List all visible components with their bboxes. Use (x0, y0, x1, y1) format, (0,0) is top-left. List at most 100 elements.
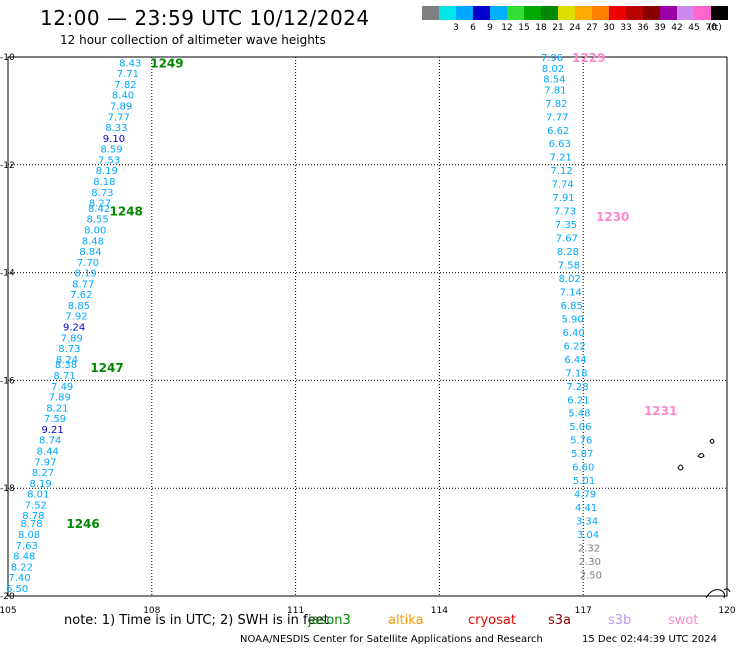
swh-data-label: 3.04 (577, 530, 599, 541)
legend-swatch (541, 6, 558, 20)
swh-data-label: 8.54 (543, 75, 565, 86)
chart-subtitle: 12 hour collection of altimeter wave hei… (60, 33, 326, 47)
island-shape (697, 453, 705, 458)
footer-note: note: 1) Time is in UTC; 2) SWH is in fe… (64, 613, 329, 628)
swh-data-label: 6.63 (549, 139, 571, 150)
swh-data-label: 5.76 (570, 436, 592, 447)
pass-number-label: 1230 (596, 210, 629, 224)
legend-label: 33 (620, 23, 632, 33)
swh-data-label: 8.21 (46, 403, 68, 414)
satellite-cryosat: cryosat (468, 613, 516, 628)
y-tick-label: -14 (0, 269, 15, 279)
pass-number-label: 1229 (572, 51, 605, 65)
swh-data-label: 2.30 (579, 557, 601, 568)
y-tick-label: -18 (0, 484, 15, 494)
swh-data-label: 7.49 (51, 382, 73, 393)
swh-data-label: 5.01 (573, 476, 595, 487)
y-tick-label: -16 (0, 376, 15, 386)
legend-swatch (677, 6, 694, 20)
swh-data-label: 8.00 (84, 225, 106, 236)
swh-data-label: 8.08 (18, 530, 40, 541)
swh-data-label: 8.48 (13, 552, 35, 563)
swh-data-label: 6.40 (562, 328, 584, 339)
swh-data-label: 5.06 (569, 422, 591, 433)
x-tick-label: 105 (0, 606, 17, 616)
swh-data-label: 7.89 (110, 102, 132, 113)
swh-data-label: 7.74 (551, 180, 573, 191)
swh-data-label: 9.21 (41, 425, 63, 436)
swh-data-label: 8.28 (557, 247, 579, 258)
legend-swatch (694, 6, 711, 20)
legend-label: 24 (569, 23, 581, 33)
legend-label: 39 (654, 23, 666, 33)
swh-data-label: 8.40 (112, 91, 134, 102)
swh-data-label: 7.70 (77, 258, 99, 269)
swh-data-label: 8.43 (119, 58, 141, 69)
plot-frame (7, 56, 728, 597)
y-tick-label: -12 (0, 161, 15, 171)
swh-data-label: 7.21 (550, 153, 572, 164)
swh-data-label: 7.73 (554, 207, 576, 218)
swh-data-label: 8.19 (96, 166, 118, 177)
swh-data-label: 8.85 (68, 301, 90, 312)
satellite-s3a: s3a (548, 613, 572, 628)
swh-data-label: 6.60 (572, 463, 594, 474)
legend-swatch (575, 6, 592, 20)
coastline (723, 588, 731, 593)
chart-title: 12:00 — 23:59 UTC 10/12/2024 (40, 6, 370, 30)
legend-label: 9 (487, 23, 493, 33)
pass-number-label: 1248 (109, 205, 142, 219)
swh-data-label: 8.73 (91, 188, 113, 199)
legend-label: 21 (552, 23, 564, 33)
legend-label: 30 (603, 23, 615, 33)
x-tick-label: 117 (575, 606, 592, 616)
swh-data-label: 7.58 (558, 261, 580, 272)
legend-swatch (456, 6, 473, 20)
swh-data-label: 7.77 (546, 112, 568, 123)
swh-data-label: 6.22 (563, 341, 585, 352)
swh-data-label: 4.41 (575, 503, 597, 514)
swh-data-label: 7.77 (108, 112, 130, 123)
swh-data-label: 7.82 (545, 99, 567, 110)
legend-swatch (439, 6, 456, 20)
legend-label: 70 (705, 23, 717, 33)
swh-data-label: 7.40 (8, 573, 30, 584)
x-tick-label: 114 (431, 606, 448, 616)
legend-label: 3 (453, 23, 459, 33)
island-shape (677, 464, 684, 471)
swh-data-label: 8.18 (93, 177, 115, 188)
swh-data-label: 6.62 (547, 126, 569, 137)
footer-credit: NOAA/NESDIS Center for Satellite Applica… (240, 634, 543, 645)
legend-label: 6 (470, 23, 476, 33)
swh-data-label: 7.96 (541, 53, 563, 64)
swh-data-label: 7.81 (544, 85, 566, 96)
legend-swatch (422, 6, 439, 20)
legend-swatch (490, 6, 507, 20)
swh-data-label: 7.18 (565, 368, 587, 379)
swh-data-label: 9.10 (103, 134, 125, 145)
swh-data-label: 8.71 (53, 371, 75, 382)
satellite-altika: altika (388, 613, 424, 628)
swh-data-label: 4.79 (574, 490, 596, 501)
swh-data-label: 8.42 (88, 204, 110, 215)
x-tick-label: 108 (143, 606, 160, 616)
pass-number-label: 1231 (644, 404, 677, 418)
legend-label: 27 (586, 23, 598, 33)
swh-data-label: 8.19 (75, 269, 97, 280)
swh-data-label: 7.67 (556, 234, 578, 245)
swh-data-label: 7.92 (65, 312, 87, 323)
swh-data-label: 6.50 (6, 584, 28, 595)
swh-data-label: 8.38 (55, 360, 77, 371)
legend-label: 42 (671, 23, 683, 33)
pass-number-label: 1246 (66, 517, 99, 531)
swh-data-label: 5.90 (562, 314, 584, 325)
swh-data-label: 7.89 (49, 393, 71, 404)
legend-label: 12 (501, 23, 513, 33)
swh-data-label: 7.53 (98, 155, 120, 166)
y-tick-label: -10 (0, 53, 15, 63)
legend-swatch (558, 6, 575, 20)
swh-data-label: 7.89 (61, 333, 83, 344)
legend-label: 36 (637, 23, 649, 33)
swh-data-label: 8.27 (32, 468, 54, 479)
swh-data-label: 7.28 (566, 382, 588, 393)
